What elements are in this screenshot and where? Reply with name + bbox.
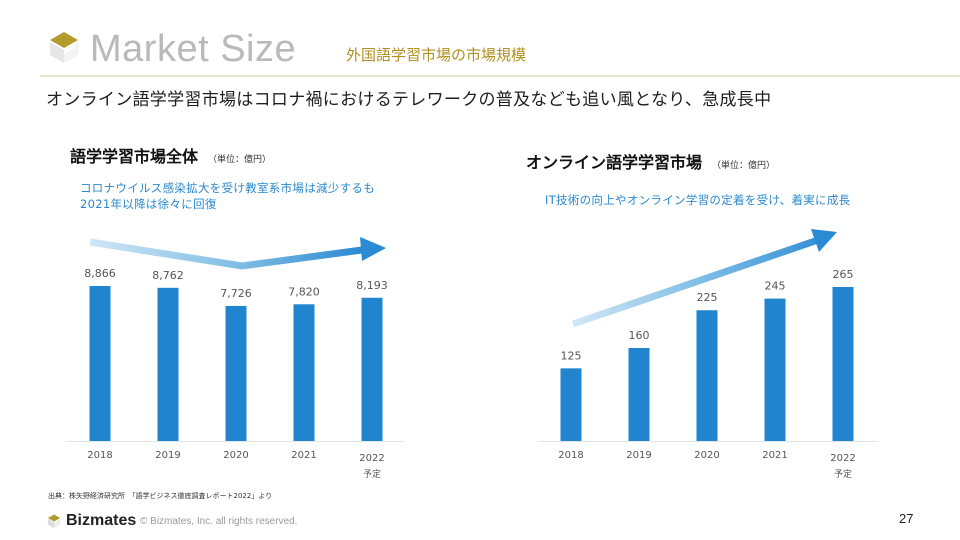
left-chart-title-text: 語学学習市場全体 [70,147,199,166]
left-tick-label: 2020 [223,450,248,461]
left-bar-2020 [225,305,247,441]
right-value-label: 160 [629,329,650,342]
right-tick-label: 2019 [626,450,651,461]
right-bar-2022 [832,287,854,441]
left-value-label: 8,193 [356,279,388,292]
left-tick-label: 2019 [155,450,180,461]
right-chart-unit: （単位：億円） [712,161,776,171]
right-bar-2018 [560,368,582,441]
left-bar-2018 [89,286,111,441]
left-bar-2019 [157,287,179,441]
right-chart-note: IT技術の向上やオンライン学習の定着を受け、着実に成長 [545,193,851,207]
right-chart-title: オンライン語学学習市場 （単位：億円） [526,152,775,177]
left-chart-title: 語学学習市場全体 （単位：億円） [70,146,271,171]
left-bar-2021 [293,304,315,441]
left-tick-label: 2021 [291,450,316,461]
right-trend-arrow [571,229,837,328]
right-bar-2020 [696,310,718,441]
page-subtitle: 外国語学習市場の市場規模 [346,46,527,64]
right-tick-label: 2022 [830,453,855,464]
right-value-label: 265 [833,268,854,281]
right-chart-title-text: オンライン語学学習市場 [526,153,703,172]
header-divider [40,75,960,77]
right-value-label: 245 [765,280,786,293]
left-value-label: 7,820 [288,285,320,298]
right-tick-label: 2020 [694,450,719,461]
page-number: 27 [899,511,914,526]
left-trend-arrow [89,237,386,270]
right-bar-chart: 125 2018 160 2019 225 2020 245 2021 265 2022 予定 [538,268,878,480]
left-tick-sublabel: 予定 [363,468,381,480]
right-bar-2019 [628,348,650,441]
left-chart-note: コロナウイルス感染拡大を受け教室系市場は減少するも2021年以降は徐々に回復 [80,181,375,211]
right-tick-sublabel: 予定 [834,468,852,480]
left-tick-label: 2022 [359,453,384,464]
left-chart-unit: （単位：億円） [208,155,272,165]
footer-brand: Bizmates [66,512,137,529]
right-value-label: 125 [561,349,582,362]
source-citation: 出典：株矢野経済研究所 「語学ビジネス徹底調査レポート2022」より [48,492,273,500]
left-value-label: 8,762 [152,269,184,282]
left-bar-2022 [361,297,383,441]
right-value-label: 225 [697,291,718,304]
left-value-label: 7,726 [220,287,252,300]
copyright-text: © Bizmates, Inc. all rights reserved. [140,516,298,527]
left-bar-chart: 8,866 2018 8,762 2019 7,726 2020 7,820 2021 8,19… [66,267,405,480]
footer-logo-icon [47,514,61,528]
page-title: Market Size [90,28,297,70]
right-bar-2021 [764,298,786,441]
headline: オンライン語学学習市場はコロナ禍におけるテレワークの普及なども追い風となり、急成… [46,90,772,110]
left-value-label: 8,866 [84,267,116,280]
right-tick-label: 2021 [762,450,787,461]
left-tick-label: 2018 [87,450,112,461]
right-tick-label: 2018 [558,450,583,461]
logo-cube-icon [50,32,78,63]
